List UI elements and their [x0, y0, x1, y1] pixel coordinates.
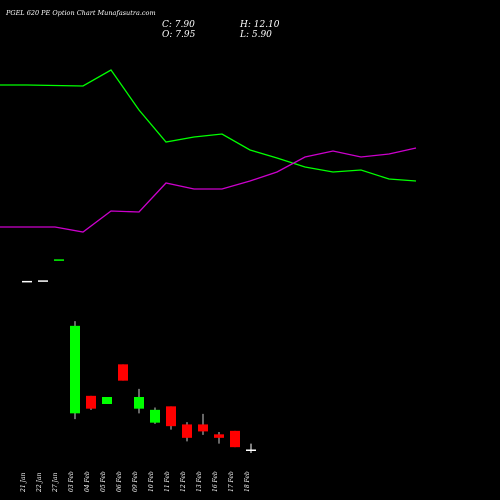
candle-body	[182, 424, 192, 438]
x-tick-label: 04 Feb	[84, 471, 91, 492]
candle-body	[38, 280, 48, 282]
candle-body	[54, 259, 64, 261]
x-tick-label: 17 Feb	[228, 471, 235, 492]
x-tick-label: 09 Feb	[132, 471, 139, 492]
x-tick-label: 27 Jan	[52, 472, 59, 493]
candle-8	[134, 388, 144, 414]
x-tick-label: 12 Feb	[180, 471, 187, 492]
candle-body	[86, 395, 96, 409]
x-tick-label: 22 Jan	[36, 472, 43, 493]
indicator-line-2	[0, 147, 417, 233]
candle-2	[38, 280, 48, 282]
x-tick-label: 13 Feb	[196, 471, 203, 492]
candle-4	[70, 321, 80, 420]
candle-7	[118, 364, 128, 381]
candle-body	[134, 397, 144, 409]
candle-body	[166, 406, 176, 427]
candle-15	[246, 443, 256, 453]
chart-title: PGEL 620 PE Option Chart Munafasutra.com	[5, 9, 156, 17]
candle-body	[118, 364, 128, 381]
candle-body	[230, 430, 240, 448]
candle-5	[86, 395, 96, 410]
candle-9	[150, 407, 160, 424]
candle-11	[182, 422, 192, 442]
x-tick-label: 16 Feb	[212, 471, 219, 492]
x-tick-label: 11 Feb	[164, 471, 171, 492]
x-axis-labels: 21 Jan 22 Jan 27 Jan 03 Feb 04 Feb 05 Feb 06 F…	[20, 471, 251, 493]
candle-body	[70, 325, 80, 414]
indicator-line-1	[0, 69, 417, 182]
candle-6	[102, 397, 112, 404]
candle-1	[22, 280, 32, 283]
high-value: H: 12.10	[239, 20, 280, 30]
x-tick-label: 18 Feb	[244, 471, 251, 492]
x-tick-label: 06 Feb	[116, 471, 123, 492]
close-value: C: 7.90	[162, 20, 195, 30]
indicator-lines	[0, 69, 417, 233]
x-tick-label: 05 Feb	[100, 471, 107, 492]
candle-13	[214, 432, 224, 444]
x-tick-label: 03 Feb	[68, 471, 75, 492]
candlesticks	[22, 259, 256, 453]
candle-10	[166, 406, 176, 430]
x-tick-label: 21 Jan	[20, 472, 27, 493]
candle-14	[230, 430, 240, 448]
candle-body	[150, 409, 160, 423]
candle-body	[214, 434, 224, 438]
open-value: O: 7.95	[162, 30, 196, 40]
candle-12	[198, 413, 208, 435]
candle-body	[198, 424, 208, 432]
candle-body	[22, 280, 32, 283]
candle-body	[102, 397, 112, 404]
candle-body	[246, 449, 256, 451]
low-value: L: 5.90	[239, 30, 272, 40]
x-tick-label: 10 Feb	[148, 471, 155, 492]
candle-3	[54, 259, 64, 261]
